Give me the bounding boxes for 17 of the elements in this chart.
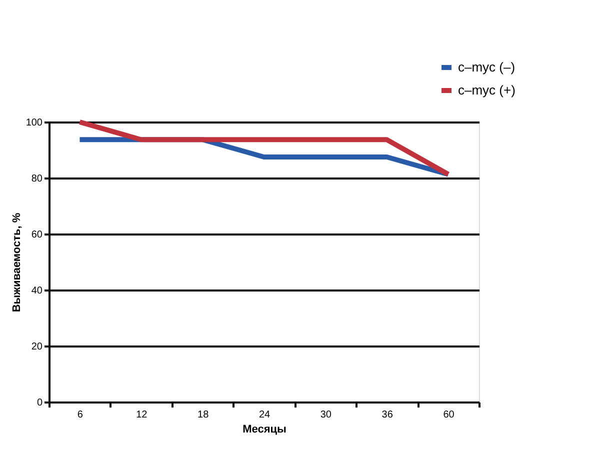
y-tick-label: 20 bbox=[31, 342, 43, 352]
x-tick-label: 12 bbox=[136, 410, 148, 420]
y-tick-label: 60 bbox=[31, 230, 43, 240]
x-tick-label: 36 bbox=[382, 410, 394, 420]
x-tick-label: 60 bbox=[443, 410, 455, 420]
legend-label: c–myc (–) bbox=[458, 60, 516, 74]
x-axis-title: Месяцы bbox=[242, 424, 286, 436]
y-tick-label: 100 bbox=[26, 118, 43, 128]
x-tick-label: 24 bbox=[258, 410, 270, 420]
x-tick-label: 6 bbox=[77, 410, 84, 420]
y-axis-title: Выживаемость, % bbox=[10, 212, 23, 312]
legend-label: c–myc (+) bbox=[458, 82, 516, 98]
y-tick-label: 80 bbox=[31, 174, 43, 184]
x-tick-label: 18 bbox=[198, 410, 210, 420]
x-tick-label: 30 bbox=[320, 410, 332, 420]
y-tick-label: 0 bbox=[36, 398, 43, 408]
y-tick-label: 40 bbox=[31, 286, 43, 296]
